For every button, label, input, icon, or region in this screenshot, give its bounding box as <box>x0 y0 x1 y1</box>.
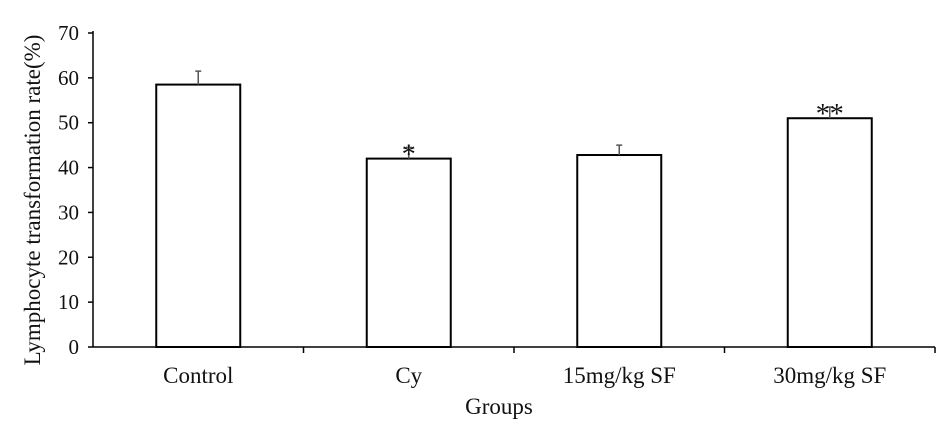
x-axis-title: Groups <box>465 394 533 419</box>
y-tick-label: 70 <box>58 21 79 45</box>
y-tick-label: 10 <box>58 290 79 314</box>
x-tick-label: Control <box>163 363 233 388</box>
bars: *** <box>155 70 873 348</box>
y-tick-label: 0 <box>69 335 80 359</box>
bar <box>155 83 242 348</box>
significance-marker: * <box>402 139 416 170</box>
x-tick-label: Cy <box>395 363 422 388</box>
y-axis: 0 10 20 30 40 50 60 70 <box>58 21 94 359</box>
bar <box>576 154 663 348</box>
bar <box>786 117 873 348</box>
x-tick-label: 30mg/kg SF <box>773 363 886 388</box>
y-axis-title: Lymphocyte transformation rate(%) <box>20 35 45 366</box>
y-tick-label: 20 <box>58 245 79 269</box>
x-axis: Control Cy 15mg/kg SF 30mg/kg SF <box>93 346 936 388</box>
y-tick-label: 50 <box>58 111 79 135</box>
y-tick-label: 60 <box>58 66 79 90</box>
significance-marker: ** <box>816 99 844 130</box>
bar <box>365 157 452 348</box>
y-tick-label: 40 <box>58 156 79 180</box>
x-tick-label: 15mg/kg SF <box>563 363 676 388</box>
y-tick-label: 30 <box>58 200 79 224</box>
